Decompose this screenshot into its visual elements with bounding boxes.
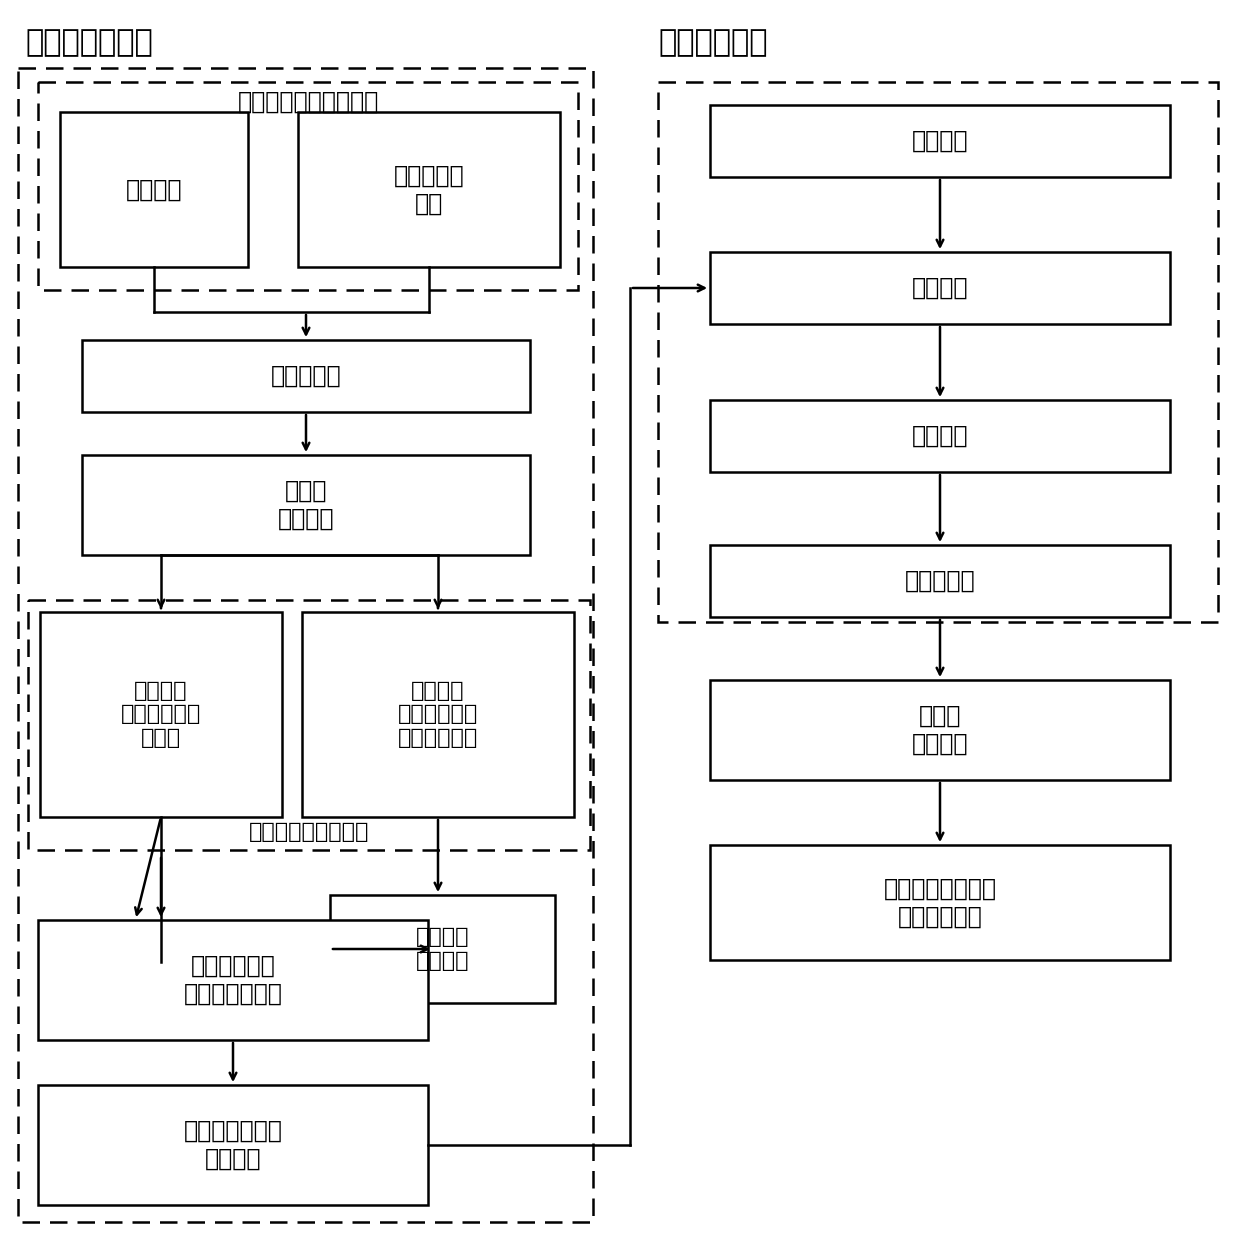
Text: 边缘感知: 边缘感知 — [911, 276, 968, 300]
Bar — [29, 600, 590, 850]
Text: 相机采集
稀疏点图的投
影结果: 相机采集 稀疏点图的投 影结果 — [120, 681, 201, 748]
Text: 输入投影仪: 输入投影仪 — [905, 569, 976, 593]
Bar — [658, 82, 1218, 622]
Text: 稀疏点图: 稀疏点图 — [125, 178, 182, 202]
Text: 补偿图片计算: 补偿图片计算 — [658, 27, 768, 57]
Bar — [40, 613, 281, 817]
Text: 获得失焦校正后的
清晰投影结果: 获得失焦校正后的 清晰投影结果 — [883, 876, 997, 929]
Text: 投影至
投影平面: 投影至 投影平面 — [278, 479, 335, 530]
Bar — [38, 920, 428, 1040]
Text: 投影仪成像平面坐标系: 投影仪成像平面坐标系 — [237, 90, 378, 115]
Bar — [38, 82, 578, 290]
Bar — [60, 112, 248, 266]
Bar — [82, 340, 529, 412]
Bar — [38, 1084, 428, 1205]
Bar — [330, 895, 556, 1003]
Text: 获得失焦卷积核
的标定图: 获得失焦卷积核 的标定图 — [184, 1119, 283, 1170]
Text: 相机采集
正弦条纹图序
列的投影结果: 相机采集 正弦条纹图序 列的投影结果 — [398, 681, 479, 748]
Bar — [711, 400, 1171, 472]
Text: 求解空间
变换关系: 求解空间 变换关系 — [415, 928, 469, 971]
Bar — [711, 680, 1171, 781]
Bar — [303, 613, 574, 817]
Text: 相机成像平面坐标系: 相机成像平面坐标系 — [249, 822, 370, 842]
Bar — [711, 545, 1171, 618]
Bar — [711, 105, 1171, 177]
Text: 补偿图片: 补偿图片 — [911, 425, 968, 448]
Text: 变换至投影仪
坐标系下的图片: 变换至投影仪 坐标系下的图片 — [184, 954, 283, 1006]
Bar — [82, 454, 529, 555]
Text: 输入投影仪: 输入投影仪 — [270, 364, 341, 388]
Text: 投影至
投影平面: 投影至 投影平面 — [911, 705, 968, 756]
Bar — [19, 68, 593, 1223]
Text: 输入图片: 输入图片 — [911, 129, 968, 153]
Bar — [711, 845, 1171, 960]
Bar — [298, 112, 560, 266]
Text: 失焦卷积核标定: 失焦卷积核标定 — [25, 27, 153, 57]
Bar — [711, 251, 1171, 324]
Text: 正弦条纹图
序列: 正弦条纹图 序列 — [393, 163, 464, 215]
